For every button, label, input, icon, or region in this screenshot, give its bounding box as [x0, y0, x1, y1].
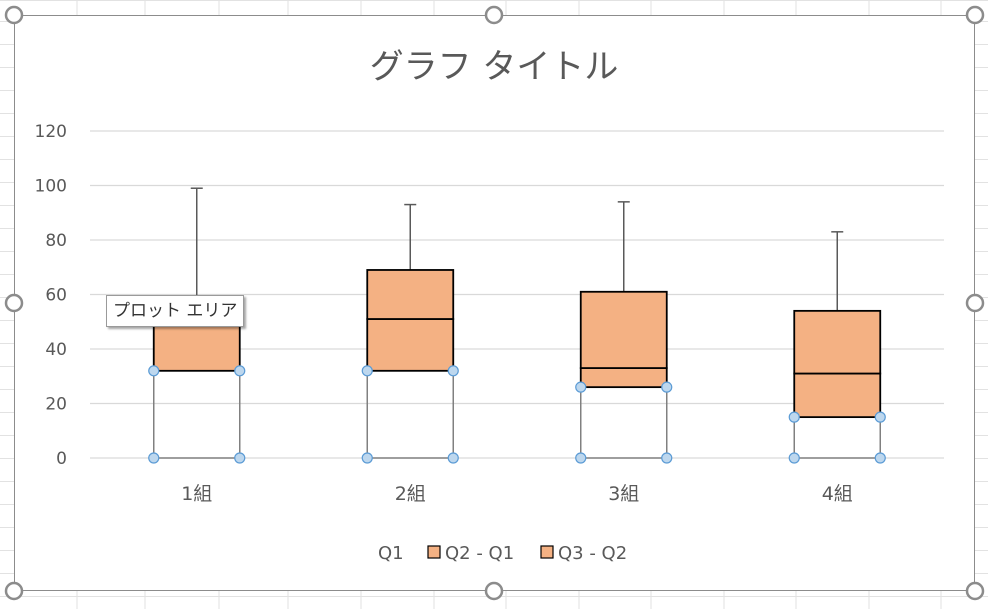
selection-handle[interactable] [788, 411, 800, 423]
legend-label: Q1 [378, 543, 404, 564]
plot-area-tooltip: プロット エリア [106, 295, 245, 327]
selection-handle[interactable] [361, 452, 373, 464]
resize-handle[interactable] [4, 293, 24, 313]
selection-handle[interactable] [234, 365, 246, 377]
bar-q3-q2[interactable] [366, 269, 455, 320]
x-category-label: 3組 [608, 483, 639, 505]
selection-handle[interactable] [361, 365, 373, 377]
resize-handle[interactable] [4, 5, 24, 25]
y-tick-label: 120 [35, 122, 67, 142]
legend[interactable]: Q1 Q2 - Q1 Q3 - Q2 [378, 543, 627, 564]
resize-handle[interactable] [484, 581, 504, 601]
y-tick-label: 60 [45, 286, 67, 306]
bar-q2-q1[interactable] [793, 372, 882, 419]
bar-q2-q1[interactable] [579, 367, 668, 389]
y-tick-label: 100 [35, 177, 67, 197]
chart-title[interactable]: グラフ タイトル [370, 47, 619, 87]
x-category-label: 2組 [395, 483, 426, 505]
y-tick-label: 40 [45, 340, 67, 360]
selection-handle[interactable] [447, 452, 459, 464]
bar-q2-q1[interactable] [366, 318, 455, 372]
selection-handle[interactable] [661, 381, 673, 393]
bar-q3-q2[interactable] [793, 309, 882, 375]
selection-handle[interactable] [874, 452, 886, 464]
selection-handle[interactable] [788, 452, 800, 464]
bar-q1[interactable] [153, 370, 241, 459]
legend-swatch [540, 545, 554, 559]
x-category-label: 4組 [822, 483, 853, 505]
selection-handle[interactable] [148, 365, 160, 377]
bar-q1[interactable] [580, 386, 668, 459]
bar-q2-q1[interactable] [152, 320, 241, 372]
selection-handle[interactable] [661, 452, 673, 464]
y-tick-label: 80 [45, 231, 67, 251]
selection-handle[interactable] [874, 411, 886, 423]
resize-handle[interactable] [4, 581, 24, 601]
selection-handle[interactable] [234, 452, 246, 464]
bar-q3-q2[interactable] [579, 290, 668, 369]
selection-handle[interactable] [447, 365, 459, 377]
y-tick-label: 20 [45, 395, 67, 415]
bar-q1[interactable] [793, 416, 881, 459]
legend-label: Q3 - Q2 [558, 543, 627, 564]
bar-q1[interactable] [366, 370, 454, 459]
legend-label: Q2 - Q1 [445, 543, 514, 564]
resize-handle[interactable] [965, 293, 985, 313]
y-tick-label: 0 [56, 449, 67, 469]
selection-handle[interactable] [575, 381, 587, 393]
selection-handle[interactable] [575, 452, 587, 464]
resize-handle[interactable] [484, 5, 504, 25]
resize-handle[interactable] [965, 581, 985, 601]
legend-swatch [427, 545, 441, 559]
selection-handle[interactable] [148, 452, 160, 464]
resize-handle[interactable] [965, 5, 985, 25]
x-category-label: 1組 [181, 483, 212, 505]
